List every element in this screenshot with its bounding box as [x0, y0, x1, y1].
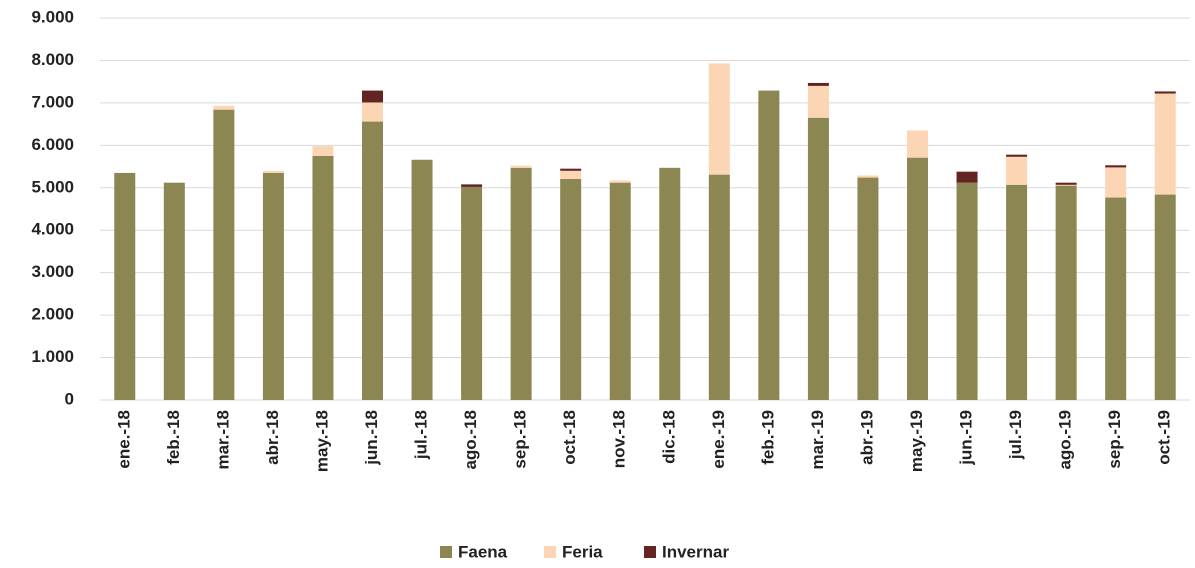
legend-label: Feria: [562, 542, 603, 561]
bar-segment: [758, 90, 780, 400]
x-tick-label: sep.-18: [511, 410, 530, 469]
bar-segment: [1154, 91, 1176, 94]
bar-segment: [411, 159, 433, 400]
x-tick-label: abr.-18: [263, 410, 282, 465]
x-tick-label: jun.-19: [957, 410, 976, 466]
bar-segment: [1105, 167, 1127, 198]
bar-segment: [1055, 182, 1077, 185]
x-tick-label: jun.-18: [362, 410, 381, 466]
y-tick-label: 3.000: [31, 262, 74, 281]
legend-label: Faena: [458, 542, 508, 561]
bar-segment: [807, 117, 829, 400]
bar-segment: [262, 172, 284, 400]
bar-segment: [461, 186, 483, 400]
x-tick-label: jul.-19: [1006, 410, 1025, 460]
bar-segment: [609, 182, 631, 400]
bar-segment: [213, 105, 235, 110]
bar-segment: [1154, 93, 1176, 195]
bar-segment: [956, 182, 978, 400]
x-tick-label: sep.-19: [1105, 410, 1124, 469]
bar-segment: [1105, 197, 1127, 400]
x-tick-label: ene.-19: [709, 410, 728, 469]
bar-segment: [510, 165, 532, 168]
bar-segment: [362, 121, 383, 400]
bar-segment: [362, 90, 383, 103]
bar-segment: [956, 171, 978, 183]
y-tick-label: 9.000: [31, 7, 74, 26]
x-tick-label: dic.-18: [659, 410, 678, 464]
bar-segment: [312, 155, 334, 400]
bar-segment: [1105, 165, 1127, 168]
x-tick-label: nov.-18: [610, 410, 629, 468]
legend-swatch: [544, 546, 556, 558]
x-tick-label: mar.-18: [213, 410, 232, 470]
bar-segment: [560, 168, 582, 171]
bar-segment: [659, 167, 681, 400]
legend-label: Invernar: [662, 542, 729, 561]
bar-segment: [1006, 156, 1028, 185]
x-tick-label: jul.-18: [412, 410, 431, 460]
y-tick-label: 2.000: [31, 305, 74, 324]
bar-segment: [1055, 184, 1077, 186]
x-tick-label: may.-19: [907, 410, 926, 472]
bar-segment: [708, 63, 730, 175]
bar-segment: [560, 178, 582, 400]
bar-segment: [907, 130, 928, 158]
x-tick-label: feb.-19: [758, 410, 777, 465]
x-tick-label: abr.-19: [857, 410, 876, 465]
y-tick-label: 7.000: [31, 92, 74, 111]
y-tick-label: 8.000: [31, 50, 74, 69]
legend-swatch: [440, 546, 452, 558]
bar-segment: [213, 109, 235, 401]
bar-segment: [708, 174, 730, 400]
bar-segment: [1006, 184, 1028, 400]
x-tick-label: ene.-18: [114, 410, 133, 469]
x-tick-label: feb.-18: [164, 410, 183, 465]
x-tick-label: oct.-19: [1155, 410, 1174, 465]
bar-segment: [907, 157, 928, 400]
x-tick-label: may.-18: [312, 410, 331, 472]
bar-segment: [362, 102, 383, 122]
x-tick-label: oct.-18: [560, 410, 579, 465]
legend-swatch: [644, 546, 656, 558]
bar-segment: [857, 175, 879, 178]
y-tick-label: 1.000: [31, 347, 74, 366]
bar-segment: [312, 146, 334, 156]
x-tick-label: ago.-18: [461, 410, 480, 470]
bar-segment: [1006, 154, 1028, 157]
x-tick-label: ago.-19: [1056, 410, 1075, 470]
bar-segment: [262, 170, 284, 173]
bar-segment: [1154, 194, 1176, 400]
bar-segment: [560, 170, 582, 179]
y-tick-label: 4.000: [31, 220, 74, 239]
x-tick-label: mar.-19: [808, 410, 827, 470]
bar-segment: [510, 167, 532, 400]
y-tick-label: 0: [65, 389, 74, 408]
bar-segment: [807, 85, 829, 118]
bar-segment: [609, 180, 631, 183]
bar-segment: [857, 177, 879, 400]
bar-segment: [114, 172, 136, 400]
bar-segment: [461, 184, 483, 187]
bar-segment: [807, 82, 829, 86]
bar-segment: [1055, 185, 1077, 400]
y-tick-label: 5.000: [31, 177, 74, 196]
bar-segment: [163, 182, 185, 400]
y-tick-label: 6.000: [31, 135, 74, 154]
